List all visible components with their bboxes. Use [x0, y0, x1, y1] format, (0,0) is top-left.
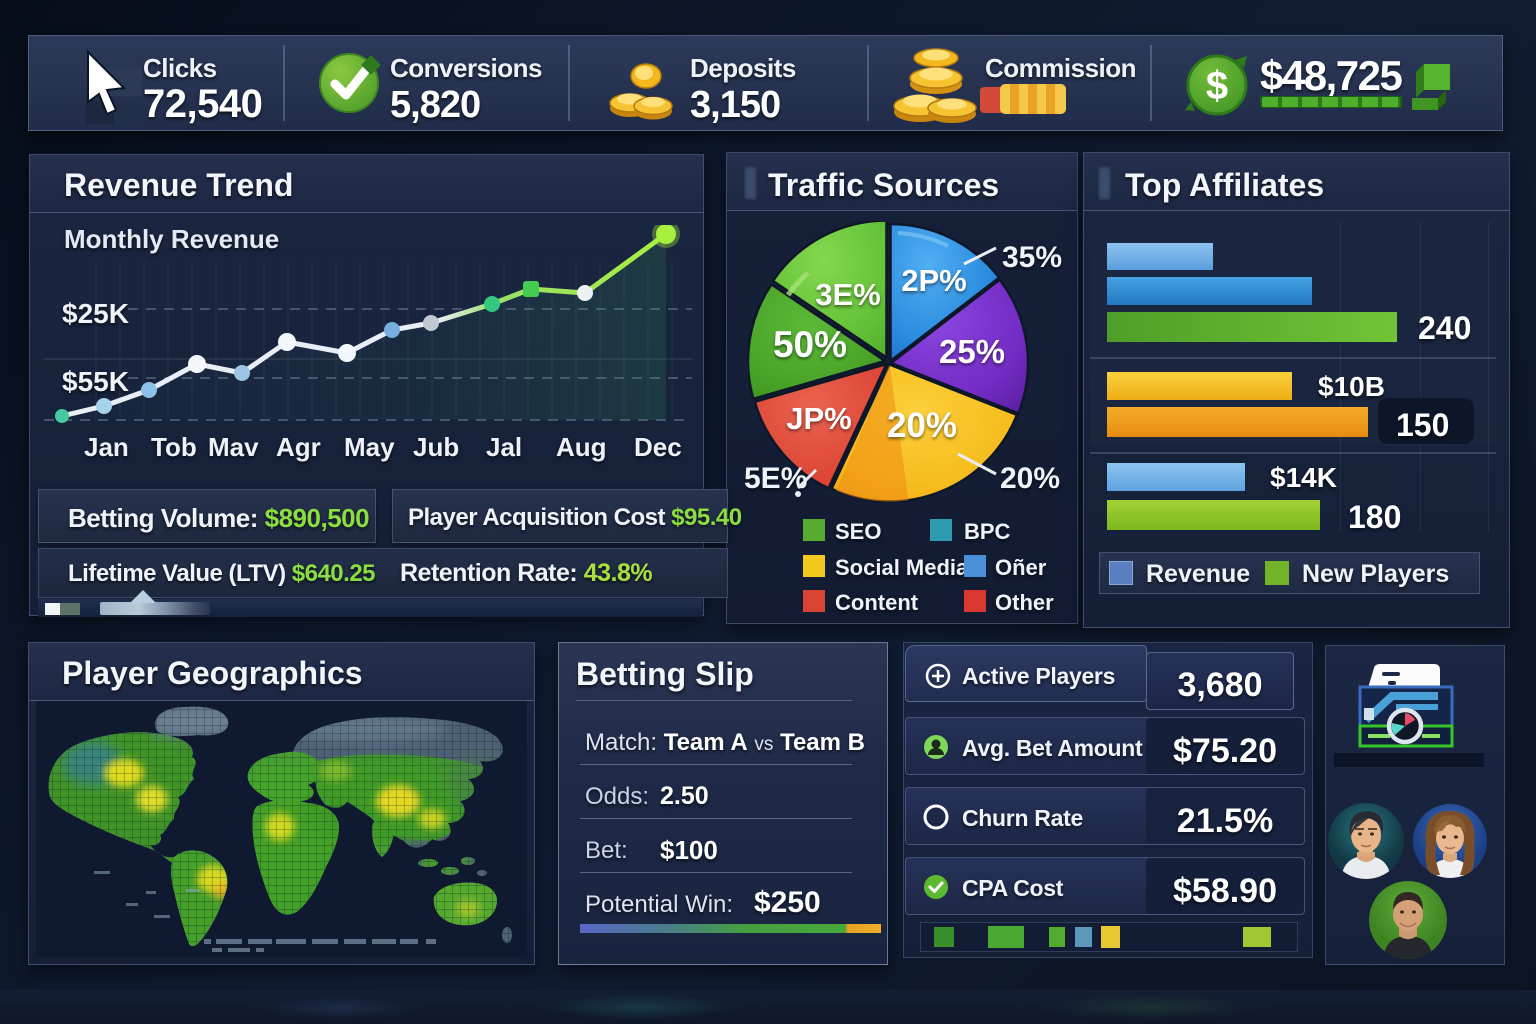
svg-text:20%: 20% [887, 406, 957, 445]
svg-text:3E%: 3E% [815, 277, 880, 312]
svg-text:JP%: JP% [786, 401, 851, 436]
svg-text:25%: 25% [939, 333, 1005, 370]
svg-text:50%: 50% [773, 324, 847, 365]
svg-text:2P%: 2P% [901, 263, 966, 298]
svg-text:$: $ [1206, 64, 1228, 108]
